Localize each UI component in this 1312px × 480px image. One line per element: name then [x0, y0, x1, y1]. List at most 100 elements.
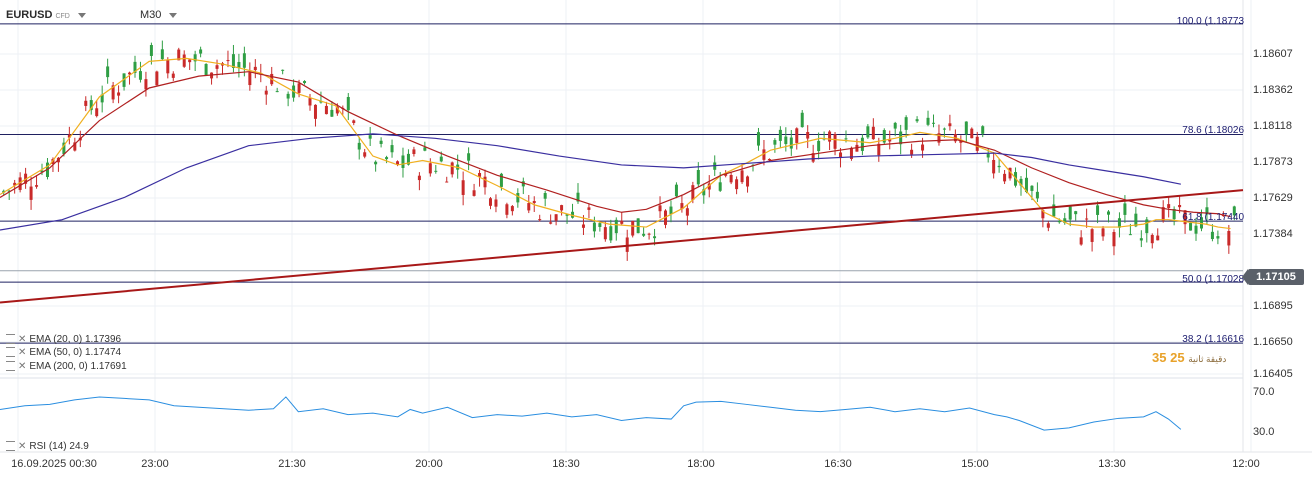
candle-body	[877, 143, 881, 156]
settings-icon[interactable]	[6, 441, 15, 452]
candle-body	[527, 203, 531, 211]
fib-label-618: 61.8 (1.17440	[1182, 212, 1244, 223]
trendline	[0, 189, 1244, 304]
candle-body	[718, 182, 722, 191]
candle-body	[1024, 177, 1028, 192]
candle-body	[1205, 207, 1209, 215]
candle-body	[117, 92, 121, 96]
candle-body	[921, 144, 925, 151]
ema-line-0	[0, 57, 1231, 230]
candle-body	[625, 237, 629, 252]
candle-body	[379, 140, 383, 144]
x-tick-label: 12:00	[1232, 458, 1260, 470]
candle-body	[592, 222, 596, 232]
chevron-down-icon	[77, 12, 86, 18]
candle-body	[231, 54, 235, 68]
candle-body	[7, 190, 11, 192]
candle-body	[106, 66, 110, 78]
settings-icon[interactable]	[6, 347, 15, 358]
candle-body	[160, 49, 164, 60]
settings-icon[interactable]	[6, 361, 15, 372]
candle-body	[324, 105, 328, 115]
close-icon[interactable]: ✕	[18, 441, 27, 452]
candle-body	[494, 199, 498, 207]
close-icon[interactable]: ✕	[18, 347, 27, 358]
candle-body	[248, 72, 252, 86]
candle-body	[543, 193, 547, 199]
candle-body	[1183, 210, 1187, 225]
indicator-ema200[interactable]: ✕ EMA (200, 0) 1.17691	[6, 361, 127, 372]
fib-label-50: 50.0 (1.17028	[1182, 274, 1244, 285]
symbol-selector[interactable]: EURUSD CFD	[6, 9, 86, 21]
candle-body	[467, 153, 471, 161]
fib-label-786: 78.6 (1.18026	[1182, 125, 1244, 136]
candle-body	[767, 159, 771, 161]
indicator-ema50[interactable]: ✕ EMA (50, 0) 1.17474	[6, 347, 121, 358]
ema-line-1	[0, 71, 1231, 218]
candle-body	[942, 128, 946, 130]
candle-body	[828, 131, 832, 142]
candle-body	[773, 140, 777, 145]
candle-body	[849, 147, 853, 159]
indicator-rsi[interactable]: ✕ RSI (14) 24.9	[6, 441, 89, 452]
candle-body	[1063, 218, 1067, 223]
candle-body	[899, 131, 903, 145]
candle-body	[959, 140, 963, 143]
candle-body	[674, 184, 678, 197]
candle-body	[510, 206, 514, 212]
y-tick-label: 1.17873	[1253, 156, 1293, 168]
settings-icon[interactable]	[6, 334, 15, 345]
fib-label-382: 38.2 (1.16616	[1182, 334, 1244, 345]
candle-body	[702, 189, 706, 196]
candle-body	[253, 66, 257, 71]
candle-body	[811, 153, 815, 162]
close-icon[interactable]: ✕	[18, 334, 27, 345]
indicator-ema20[interactable]: ✕ EMA (20, 0) 1.17396	[6, 334, 121, 345]
candle-body	[199, 49, 203, 54]
candle-body	[1079, 237, 1083, 245]
candle-body	[609, 226, 613, 241]
candle-body	[986, 153, 990, 158]
candle-body	[992, 159, 996, 174]
symbol-name: EURUSD	[6, 9, 53, 21]
candle-body	[631, 220, 635, 236]
candle-body	[226, 60, 230, 62]
candle-body	[1128, 234, 1132, 236]
candle-body	[975, 136, 979, 151]
ema-line-2	[0, 133, 1181, 231]
timeframe-label: M30	[140, 9, 162, 21]
candle-body	[784, 136, 788, 145]
timeframe-selector[interactable]: M30	[140, 9, 178, 21]
current-price-tag: 1.17105	[1242, 269, 1304, 285]
candle-body	[303, 81, 307, 84]
candle-body	[13, 182, 17, 186]
close-icon[interactable]: ✕	[18, 361, 27, 372]
y-tick-label: 1.16650	[1253, 336, 1293, 348]
candle-countdown: دقيقة ثانية 25 35	[1152, 350, 1226, 365]
candle-body	[84, 100, 88, 106]
candle-body	[281, 69, 285, 71]
x-tick-label: 18:00	[687, 458, 715, 470]
candle-body	[297, 83, 301, 93]
candle-body	[1008, 167, 1012, 179]
candle-body	[735, 179, 739, 190]
candle-body	[1134, 213, 1138, 227]
candle-body	[1145, 219, 1149, 234]
candle-body	[396, 161, 400, 165]
candle-body	[1227, 230, 1231, 246]
candle-body	[844, 138, 848, 140]
candle-body	[653, 236, 657, 239]
candle-body	[560, 205, 564, 211]
x-tick-label: 13:30	[1098, 458, 1126, 470]
candle-body	[445, 181, 449, 183]
candle-body	[188, 59, 192, 63]
y-tick-label: 1.17629	[1253, 192, 1293, 204]
candle-body	[538, 219, 542, 221]
candle-body	[1046, 223, 1050, 228]
candle-body	[450, 162, 454, 175]
candle-body	[35, 185, 39, 187]
candle-body	[335, 106, 339, 114]
candle-body	[970, 128, 974, 139]
y-tick-label: 1.16895	[1253, 300, 1293, 312]
